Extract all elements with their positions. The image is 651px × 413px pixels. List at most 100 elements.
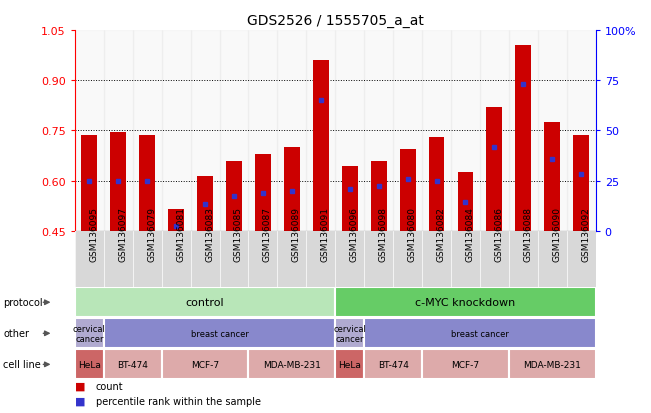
Bar	[400, 150, 415, 231]
Bar	[313, 61, 329, 231]
Bar	[277, 231, 307, 287]
Bar	[307, 231, 335, 287]
Bar	[574, 136, 589, 231]
Text: control: control	[186, 297, 225, 308]
Text: protocol: protocol	[3, 297, 43, 308]
Text: breast cancer: breast cancer	[451, 329, 509, 338]
Text: GSM136089: GSM136089	[292, 206, 301, 261]
Bar	[480, 231, 509, 287]
Bar	[104, 31, 133, 231]
Bar	[307, 31, 335, 231]
Bar	[451, 231, 480, 287]
Text: cervical
cancer: cervical cancer	[73, 324, 105, 343]
Text: MCF-7: MCF-7	[191, 360, 219, 369]
Bar	[168, 209, 184, 231]
Text: GSM136097: GSM136097	[118, 206, 127, 261]
Bar	[364, 231, 393, 287]
Text: GSM136080: GSM136080	[408, 206, 417, 261]
Text: cell line: cell line	[3, 359, 41, 370]
Text: GSM136095: GSM136095	[89, 206, 98, 261]
Bar	[110, 133, 126, 231]
Bar	[422, 349, 509, 379]
Text: MDA-MB-231: MDA-MB-231	[523, 360, 581, 369]
Text: GSM136092: GSM136092	[581, 206, 590, 261]
Bar	[364, 349, 422, 379]
Bar	[458, 173, 473, 231]
Text: GSM136083: GSM136083	[205, 206, 214, 261]
Bar	[161, 231, 191, 287]
Text: GSM136085: GSM136085	[234, 206, 243, 261]
Bar	[139, 136, 155, 231]
Bar	[104, 319, 335, 349]
Bar	[567, 231, 596, 287]
Text: GSM136082: GSM136082	[437, 206, 445, 261]
Bar	[393, 31, 422, 231]
Bar	[335, 287, 596, 317]
Bar	[277, 31, 307, 231]
Bar	[161, 349, 249, 379]
Bar	[104, 231, 133, 287]
Text: count: count	[96, 381, 123, 391]
Bar	[219, 231, 249, 287]
Bar	[335, 231, 364, 287]
Text: BT-474: BT-474	[378, 360, 409, 369]
Text: GSM136088: GSM136088	[523, 206, 533, 261]
Text: GSM136090: GSM136090	[552, 206, 561, 261]
Bar	[370, 161, 387, 231]
Bar	[75, 287, 335, 317]
Bar	[509, 231, 538, 287]
Bar	[342, 166, 357, 231]
Bar	[538, 231, 567, 287]
Bar	[335, 319, 364, 349]
Bar	[335, 31, 364, 231]
Bar	[480, 31, 509, 231]
Bar	[81, 136, 97, 231]
Text: GSM136084: GSM136084	[465, 206, 475, 261]
Bar	[284, 148, 300, 231]
Bar	[393, 231, 422, 287]
Bar	[255, 154, 271, 231]
Bar	[364, 319, 596, 349]
Bar	[133, 231, 161, 287]
Bar	[509, 31, 538, 231]
Text: ■: ■	[75, 396, 85, 406]
Bar	[422, 231, 451, 287]
Text: other: other	[3, 328, 29, 339]
Bar	[516, 46, 531, 231]
Bar	[538, 31, 567, 231]
Text: percentile rank within the sample: percentile rank within the sample	[96, 396, 260, 406]
Text: c-MYC knockdown: c-MYC knockdown	[415, 297, 516, 308]
Text: HeLa: HeLa	[78, 360, 101, 369]
Bar	[544, 123, 561, 231]
Text: GSM136087: GSM136087	[263, 206, 272, 261]
Bar	[486, 108, 503, 231]
Text: GSM136098: GSM136098	[379, 206, 387, 261]
Text: breast cancer: breast cancer	[191, 329, 249, 338]
Bar	[104, 349, 161, 379]
Text: MCF-7: MCF-7	[451, 360, 480, 369]
Bar	[249, 31, 277, 231]
Bar	[75, 231, 104, 287]
Bar	[567, 31, 596, 231]
Bar	[226, 161, 242, 231]
Text: GSM136081: GSM136081	[176, 206, 185, 261]
Bar	[422, 31, 451, 231]
Text: BT-474: BT-474	[117, 360, 148, 369]
Text: HeLa: HeLa	[339, 360, 361, 369]
Text: cervical
cancer: cervical cancer	[333, 324, 366, 343]
Bar	[249, 231, 277, 287]
Bar	[451, 31, 480, 231]
Bar	[75, 31, 104, 231]
Bar	[428, 138, 445, 231]
Bar	[191, 231, 219, 287]
Bar	[75, 349, 104, 379]
Text: GSM136086: GSM136086	[494, 206, 503, 261]
Bar	[509, 349, 596, 379]
Bar	[133, 31, 161, 231]
Text: MDA-MB-231: MDA-MB-231	[263, 360, 321, 369]
Text: GSM136091: GSM136091	[321, 206, 330, 261]
Bar	[335, 349, 364, 379]
Text: GDS2526 / 1555705_a_at: GDS2526 / 1555705_a_at	[247, 14, 424, 28]
Bar	[219, 31, 249, 231]
Bar	[191, 31, 219, 231]
